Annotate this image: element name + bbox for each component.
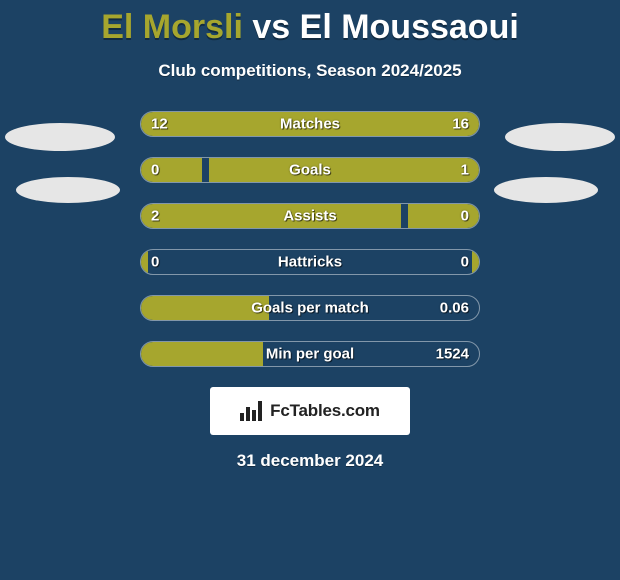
subtitle: Club competitions, Season 2024/2025 xyxy=(0,61,620,81)
branding-badge: FcTables.com xyxy=(210,387,410,435)
vs-label: vs xyxy=(252,8,290,46)
stat-value-left: 12 xyxy=(151,116,168,133)
bars-icon xyxy=(240,401,264,421)
stat-value-right: 0.06 xyxy=(440,300,469,317)
player2-name: El Moussaoui xyxy=(300,8,519,46)
stat-value-right: 1524 xyxy=(436,346,469,363)
comparison-bars: 12 16 Matches 0 1 Goals 2 0 Assists 0 0 Hattricks 0.… xyxy=(140,111,480,367)
stat-value-right: 16 xyxy=(452,116,469,133)
stat-fill-left xyxy=(141,342,263,366)
player-photo-placeholder-left-1 xyxy=(5,123,115,151)
stat-metric-label: Matches xyxy=(280,116,340,133)
stat-metric-label: Goals xyxy=(289,162,331,179)
stat-row: 0 1 Goals xyxy=(140,157,480,183)
stat-value-right: 0 xyxy=(461,254,469,271)
stat-value-right: 0 xyxy=(461,208,469,225)
date-label: 31 december 2024 xyxy=(0,451,620,471)
stat-row: 0.06 Goals per match xyxy=(140,295,480,321)
stat-fill-right xyxy=(209,158,479,182)
stat-value-left: 2 xyxy=(151,208,159,225)
branding-text: FcTables.com xyxy=(270,401,380,421)
stat-value-left: 0 xyxy=(151,162,159,179)
player-photo-placeholder-right-1 xyxy=(505,123,615,151)
player-photo-placeholder-right-2 xyxy=(494,177,598,203)
stat-row: 0 0 Hattricks xyxy=(140,249,480,275)
stat-fill-left xyxy=(141,296,269,320)
stat-fill-left xyxy=(141,204,401,228)
stat-metric-label: Min per goal xyxy=(266,346,354,363)
stat-metric-label: Assists xyxy=(283,208,336,225)
stat-fill-right xyxy=(472,250,479,274)
stat-metric-label: Goals per match xyxy=(251,300,369,317)
stat-fill-left xyxy=(141,250,148,274)
stat-value-right: 1 xyxy=(461,162,469,179)
stat-metric-label: Hattricks xyxy=(278,254,342,271)
page-title: El Morsli vs El Moussaoui xyxy=(0,0,620,47)
stat-row: 1524 Min per goal xyxy=(140,341,480,367)
stat-row: 2 0 Assists xyxy=(140,203,480,229)
player-photo-placeholder-left-2 xyxy=(16,177,120,203)
player1-name: El Morsli xyxy=(101,8,243,46)
stat-value-left: 0 xyxy=(151,254,159,271)
stat-row: 12 16 Matches xyxy=(140,111,480,137)
